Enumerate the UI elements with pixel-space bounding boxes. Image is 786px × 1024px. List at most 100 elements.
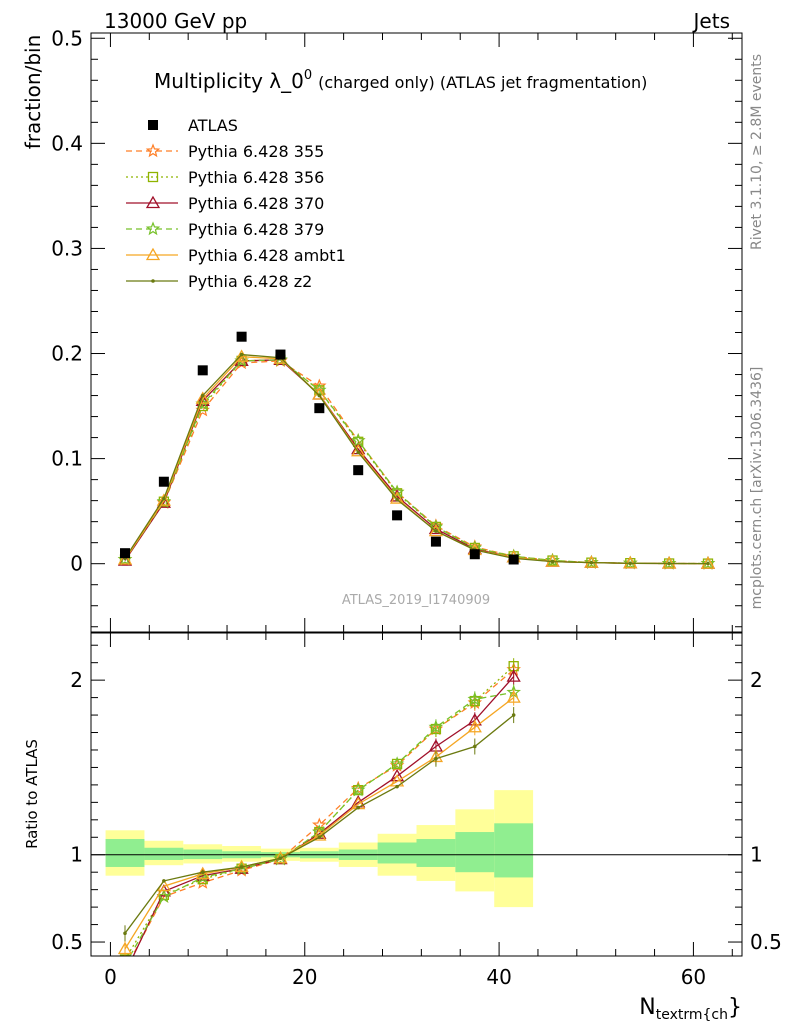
x-axis-label: Ntextrm{ch} bbox=[639, 995, 742, 1023]
x-tick-label: 20 bbox=[292, 965, 317, 989]
ratio-point-p370 bbox=[506, 669, 521, 682]
ratio-y-tick-label: 2 bbox=[70, 668, 83, 692]
point-ambt1 bbox=[389, 491, 405, 504]
ratio-point-z2 bbox=[434, 756, 438, 761]
ratio-line-p370 bbox=[132, 676, 515, 956]
y-tick-label: 0 bbox=[70, 552, 83, 576]
data-point-atlas bbox=[392, 510, 403, 521]
point-p379 bbox=[623, 555, 638, 570]
ratio-point-z2 bbox=[472, 744, 477, 749]
data-point-atlas bbox=[197, 365, 208, 376]
point-p379 bbox=[661, 555, 677, 570]
ratio-frame bbox=[90, 632, 743, 957]
ratio-y-tick-label-right: 0.5 bbox=[750, 930, 782, 954]
point-ambt1 bbox=[700, 556, 716, 569]
legend-marker-z2 bbox=[151, 279, 155, 283]
uncertainty-band-inner bbox=[455, 832, 495, 873]
ratio-point-ambt1 bbox=[467, 719, 482, 733]
ratio-point-p379 bbox=[389, 756, 405, 771]
legend-marker-p355 bbox=[145, 143, 161, 158]
data-point-atlas bbox=[314, 403, 325, 414]
y-tick-label: 0.1 bbox=[51, 447, 83, 471]
x-tick-label: 40 bbox=[486, 965, 511, 989]
ratio-y-tick-label-right: 1 bbox=[750, 843, 763, 867]
point-z2 bbox=[589, 560, 594, 565]
data-point-atlas bbox=[275, 349, 286, 360]
ratio-point-z2 bbox=[123, 931, 127, 936]
legend-label-p379: Pythia 6.428 379 bbox=[188, 220, 324, 239]
x-tick-label: 0 bbox=[104, 965, 117, 989]
uncertainty-band-inner bbox=[494, 823, 534, 878]
data-point-atlas bbox=[120, 548, 131, 559]
y-tick-label: 0.4 bbox=[51, 131, 83, 155]
ratio-point-p370 bbox=[119, 967, 131, 978]
point-ambt1 bbox=[195, 391, 210, 404]
ratio-point-z2 bbox=[278, 856, 283, 861]
ratio-point-z2 bbox=[395, 784, 399, 789]
ratio-point-z2 bbox=[356, 805, 361, 810]
series-line-ambt1 bbox=[124, 356, 709, 565]
legend-marker-atlas bbox=[148, 120, 158, 130]
point-p379 bbox=[156, 494, 172, 508]
analysis-id-label: ATLAS_2019_I1740909 bbox=[342, 593, 490, 608]
ratio-point-z2 bbox=[317, 835, 322, 840]
point-p379 bbox=[700, 555, 716, 570]
point-p379 bbox=[195, 396, 210, 411]
series-line-p370 bbox=[124, 359, 709, 565]
point-p379 bbox=[389, 484, 405, 499]
point-ambt1 bbox=[312, 387, 327, 400]
energy-label: 13000 GeV pp bbox=[104, 9, 247, 33]
ratio-point-p379 bbox=[350, 782, 366, 797]
point-ambt1 bbox=[351, 443, 366, 457]
y-tick-label: 0.2 bbox=[51, 342, 83, 366]
point-ambt1 bbox=[117, 552, 133, 565]
chart-title: Multiplicity λ_00 (charged only) (ATLAS j… bbox=[154, 68, 647, 93]
series-line-z2 bbox=[124, 353, 709, 565]
point-z2 bbox=[239, 352, 244, 357]
ratio-point-p379 bbox=[428, 719, 444, 734]
legend-label-z2: Pythia 6.428 z2 bbox=[188, 272, 312, 291]
point-ambt1 bbox=[623, 555, 638, 569]
uncertainty-band-inner bbox=[105, 839, 145, 867]
data-point-atlas bbox=[508, 554, 519, 565]
point-z2 bbox=[200, 393, 205, 398]
ratio-line-p379 bbox=[129, 691, 514, 956]
ratio-point-z2 bbox=[239, 865, 244, 869]
ratio-y-tick-label: 0.5 bbox=[51, 930, 83, 954]
legend-label-ambt1: Pythia 6.428 ambt1 bbox=[188, 246, 346, 265]
ratio-point-p379 bbox=[156, 888, 172, 903]
y-axis-label: fraction/bin bbox=[21, 35, 45, 150]
y-tick-label: 0.5 bbox=[51, 26, 83, 50]
y-tick-label: 0.3 bbox=[51, 236, 83, 260]
ratio-panel: 0.5 0.51 12 20 20 40 60 Ratio to ATLAS Ntextrm… bbox=[23, 632, 782, 1023]
legend-label-p356: Pythia 6.428 356 bbox=[188, 168, 324, 187]
ratio-point-ambt1 bbox=[506, 690, 521, 703]
point-ambt1 bbox=[234, 349, 249, 362]
point-p379 bbox=[350, 433, 366, 447]
data-point-atlas bbox=[430, 536, 441, 547]
point-z2 bbox=[667, 561, 671, 566]
mcplots-label: mcplots.cern.ch [arXiv:1306.3436] bbox=[749, 367, 765, 610]
ratio-y-tick-label: 1 bbox=[70, 843, 83, 867]
legend-label-p370: Pythia 6.428 370 bbox=[188, 194, 324, 213]
main-panel: 0 0.1 0.2 0.3 0.4 0.5 fraction/bin Multiplici… bbox=[21, 26, 743, 633]
ratio-point-z2 bbox=[162, 879, 166, 883]
category-label: Jets bbox=[692, 9, 730, 33]
point-ambt1 bbox=[156, 493, 171, 506]
legend-label-data: ATLAS bbox=[188, 116, 238, 135]
rivet-label: Rivet 3.1.10, ≥ 2.8M events bbox=[749, 54, 765, 250]
x-tick-label: 60 bbox=[681, 965, 706, 989]
ratio-point-ambt1 bbox=[117, 941, 133, 955]
point-z2 bbox=[356, 450, 361, 455]
legend-marker-p356 bbox=[147, 171, 159, 183]
point-ambt1 bbox=[428, 523, 444, 537]
ratio-point-p356 bbox=[197, 874, 208, 885]
uncertainty-band-inner bbox=[144, 847, 184, 860]
legend-label-p355: Pythia 6.428 355 bbox=[188, 142, 324, 161]
ratio-point-p379 bbox=[119, 959, 130, 970]
point-z2 bbox=[162, 496, 166, 501]
point-p379 bbox=[584, 554, 599, 569]
ratio-axis-label: Ratio to ATLAS bbox=[23, 739, 41, 849]
ratio-point-p379 bbox=[312, 824, 327, 839]
